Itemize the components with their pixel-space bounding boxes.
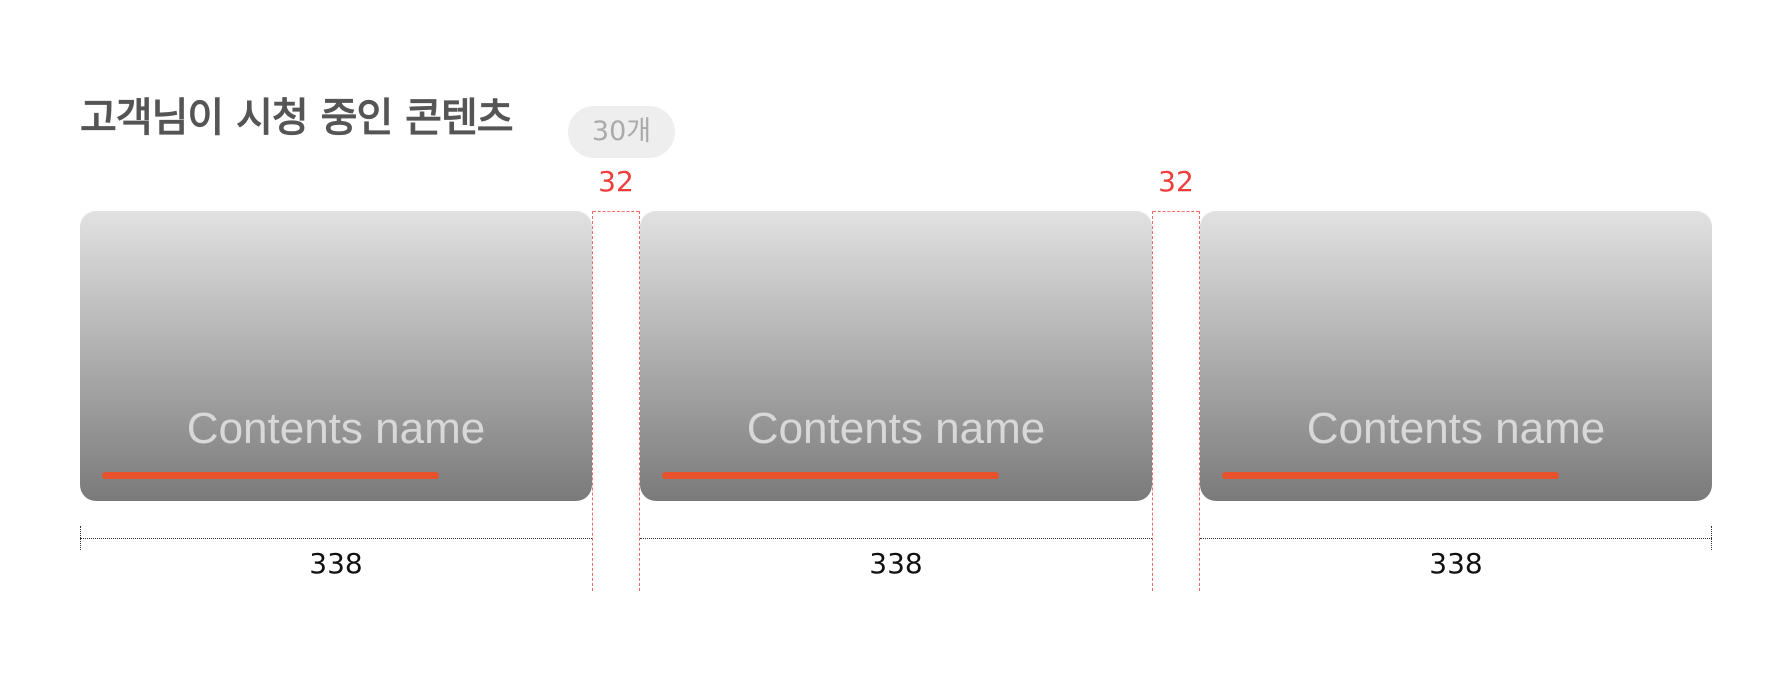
content-title: Contents name [80,407,592,451]
gap-spacing-guide [592,211,640,591]
watch-progress-bar [102,472,439,479]
content-card[interactable]: Contents name [1200,211,1712,501]
width-dimension-line [640,538,1152,539]
dimension-tick [1711,526,1712,550]
section-title: 고객님이 시청 중인 콘텐츠 [80,98,513,138]
watch-progress-bar [1222,472,1559,479]
width-dimension-line [80,538,592,539]
content-card[interactable]: Contents name [640,211,1152,501]
content-title: Contents name [1200,407,1712,451]
gap-spacing-label: 32 [586,168,646,196]
watch-progress-bar [662,472,999,479]
gap-spacing-guide [1152,211,1200,591]
width-dimension-label: 338 [1200,550,1712,578]
count-badge: 30개 [568,106,675,158]
content-title: Contents name [640,407,1152,451]
width-dimension-line [1200,538,1712,539]
content-card[interactable]: Contents name [80,211,592,501]
gap-spacing-label: 32 [1146,168,1206,196]
width-dimension-label: 338 [80,550,592,578]
width-dimension-label: 338 [640,550,1152,578]
